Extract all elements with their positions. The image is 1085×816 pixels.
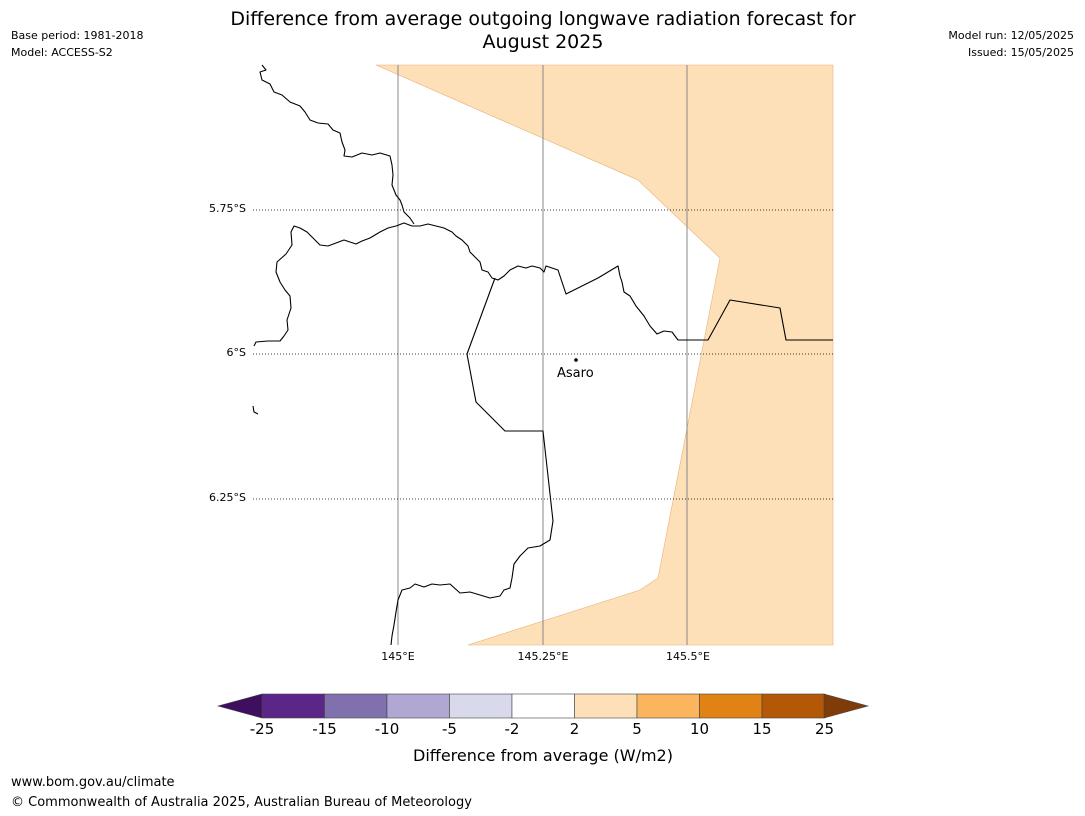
metadata-left: Base period: 1981-2018 Model: ACCESS-S2 [11, 27, 143, 61]
place-label-asaro: Asaro [557, 366, 594, 381]
colorbar-tick: 25 [814, 720, 835, 738]
colorbar-tick: 10 [689, 720, 710, 738]
colorbar-tick: -2 [504, 720, 520, 738]
issued-date: Issued: 15/05/2025 [967, 46, 1074, 59]
colorbar-title: Difference from average (W/m2) [413, 746, 673, 765]
boundary-central-north [253, 222, 833, 347]
colorbar-tick: -15 [312, 720, 337, 738]
colorbar-seg-5 [511, 693, 575, 719]
colorbar-seg-8 [699, 693, 763, 719]
boundary-interior [390, 277, 554, 646]
base-period: Base period: 1981-2018 [11, 29, 144, 42]
metadata-right: Model run: 12/05/2025 Issued: 15/05/2025 [948, 27, 1074, 61]
footer-url[interactable]: www.bom.gov.au/climate [11, 775, 175, 790]
place-marker-asaro [574, 358, 578, 362]
lon-label-145-25e: 145.25°E [517, 650, 569, 663]
colorbar-seg-3 [386, 693, 450, 719]
lon-label-145-5e: 145.5°E [666, 650, 710, 663]
colorbar-tick: -5 [442, 720, 457, 738]
colorbar-tick: -25 [249, 720, 275, 738]
footer-copyright: © Commonwealth of Australia 2025, Austra… [11, 795, 472, 810]
shaded-region-2-to-5 [375, 64, 834, 646]
colorbar-seg-1 [261, 693, 325, 719]
colorbar-seg-6 [574, 693, 638, 719]
colorbar-tick: 5 [632, 720, 642, 738]
boundary-fragment [252, 405, 259, 415]
colorbar-tick: -10 [374, 720, 400, 738]
model-name: Model: ACCESS-S2 [11, 46, 113, 59]
boundary-northwest [259, 64, 415, 225]
colorbar-extend-low [216, 693, 263, 719]
lat-label-6s: 6°S [226, 346, 246, 359]
colorbar-seg-9 [761, 693, 825, 719]
lon-label-145e: 145°E [381, 650, 415, 663]
lat-label-6-25s: 6.25°S [209, 491, 246, 504]
model-run: Model run: 12/05/2025 [948, 29, 1074, 42]
colorbar-seg-7 [636, 693, 700, 719]
title-line-2: August 2025 [482, 31, 604, 53]
lat-label-5-75s: 5.75°S [209, 202, 246, 215]
colorbar-seg-2 [324, 693, 388, 719]
title-line-1: Difference from average outgoing longwav… [230, 8, 856, 30]
latitude-gridlines [253, 209, 833, 500]
colorbar-seg-4 [449, 693, 513, 719]
colorbar-tick: 15 [752, 720, 772, 738]
map-title: Difference from average outgoing longwav… [143, 8, 943, 54]
colorbar [216, 693, 870, 719]
colorbar-tick: 2 [569, 720, 580, 738]
colorbar-extend-high [823, 693, 870, 719]
longitude-gridlines [397, 65, 688, 645]
